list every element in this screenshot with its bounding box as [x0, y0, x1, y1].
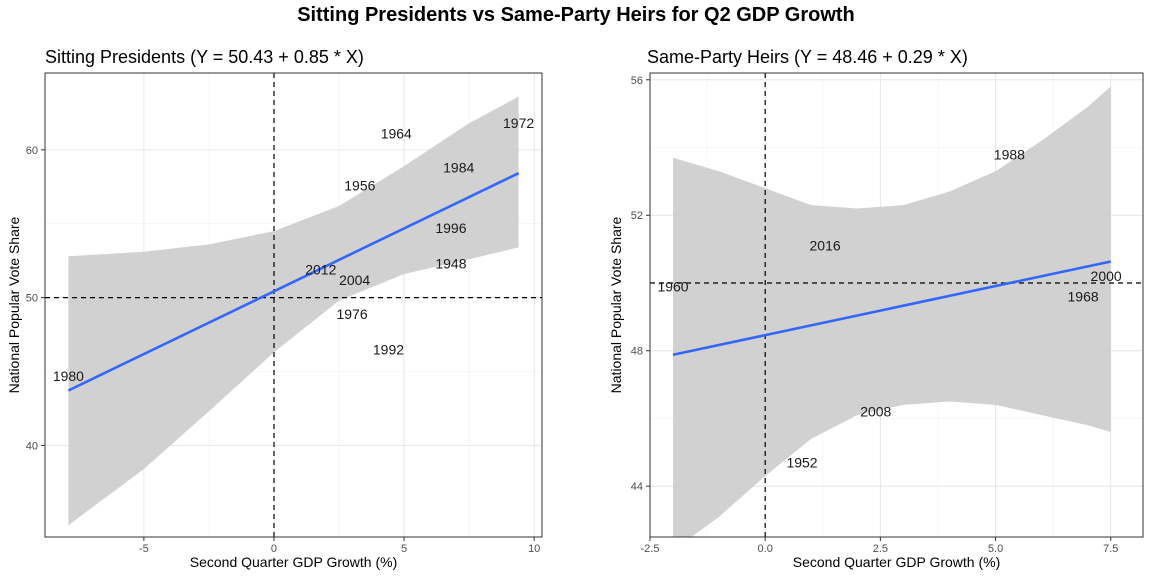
point-label-1964: 1964: [381, 126, 412, 142]
panel-border: [44, 72, 543, 538]
point-label-1952: 1952: [786, 454, 817, 470]
y-tick-label: 40: [26, 440, 38, 452]
y-axis-label: National Popular Vote Share: [608, 216, 624, 393]
regression-line: [672, 260, 1112, 357]
point-label-1968: 1968: [1068, 289, 1099, 305]
point-label-1992: 1992: [373, 341, 404, 357]
point-label-1976: 1976: [336, 306, 367, 322]
point-label-1980: 1980: [53, 368, 84, 384]
x-tick-label: 10: [528, 543, 540, 555]
x-tick-label: -5: [139, 543, 149, 555]
point-label-2012: 2012: [305, 262, 336, 278]
figure-title: Sitting Presidents vs Same-Party Heirs f…: [297, 4, 855, 26]
y-tick-label: 44: [631, 481, 643, 493]
confidence-ribbon: [673, 86, 1111, 537]
point-label-2008: 2008: [860, 404, 891, 420]
x-tick-label: 5: [401, 543, 407, 555]
y-tick-label: 60: [26, 145, 38, 157]
x-tick-label: 0: [271, 543, 277, 555]
point-label-1988: 1988: [994, 146, 1025, 162]
y-tick-label: 48: [631, 346, 643, 358]
point-label-1972: 1972: [503, 115, 534, 131]
y-tick-label: 56: [631, 75, 643, 87]
x-tick-label: -2.5: [641, 543, 660, 555]
point-label-2004: 2004: [339, 272, 370, 288]
regression-line: [67, 172, 520, 392]
point-label-1956: 1956: [344, 177, 375, 193]
x-tick-label: 0.0: [758, 543, 773, 555]
y-axis-label: National Popular Vote Share: [6, 216, 22, 393]
point-label-1984: 1984: [443, 160, 474, 176]
x-axis-label: Second Quarter GDP Growth (%): [793, 554, 1000, 570]
subplot-title: Same-Party Heirs (Y = 48.46 + 0.29 * X): [647, 47, 968, 67]
x-axis-label: Second Quarter GDP Growth (%): [190, 554, 397, 570]
point-label-1960: 1960: [657, 278, 688, 294]
point-label-2000: 2000: [1091, 268, 1122, 284]
y-tick-label: 50: [26, 293, 38, 305]
y-tick-label: 52: [631, 210, 643, 222]
point-label-1948: 1948: [435, 256, 466, 272]
point-label-1996: 1996: [435, 220, 466, 236]
panel-2: 1960 2016 1988 2000 1968 2008 1952 -2.5 0.0 2.5 5.…: [608, 47, 1144, 570]
confidence-ribbon: [68, 96, 519, 526]
panel-border: [649, 72, 1144, 538]
subplot-title: Sitting Presidents (Y = 50.43 + 0.85 * X…: [45, 47, 364, 67]
x-tick-label: 5.0: [988, 543, 1003, 555]
x-tick-label: 7.5: [1103, 543, 1118, 555]
x-tick-label: 2.5: [873, 543, 888, 555]
point-label-2016: 2016: [810, 238, 841, 254]
